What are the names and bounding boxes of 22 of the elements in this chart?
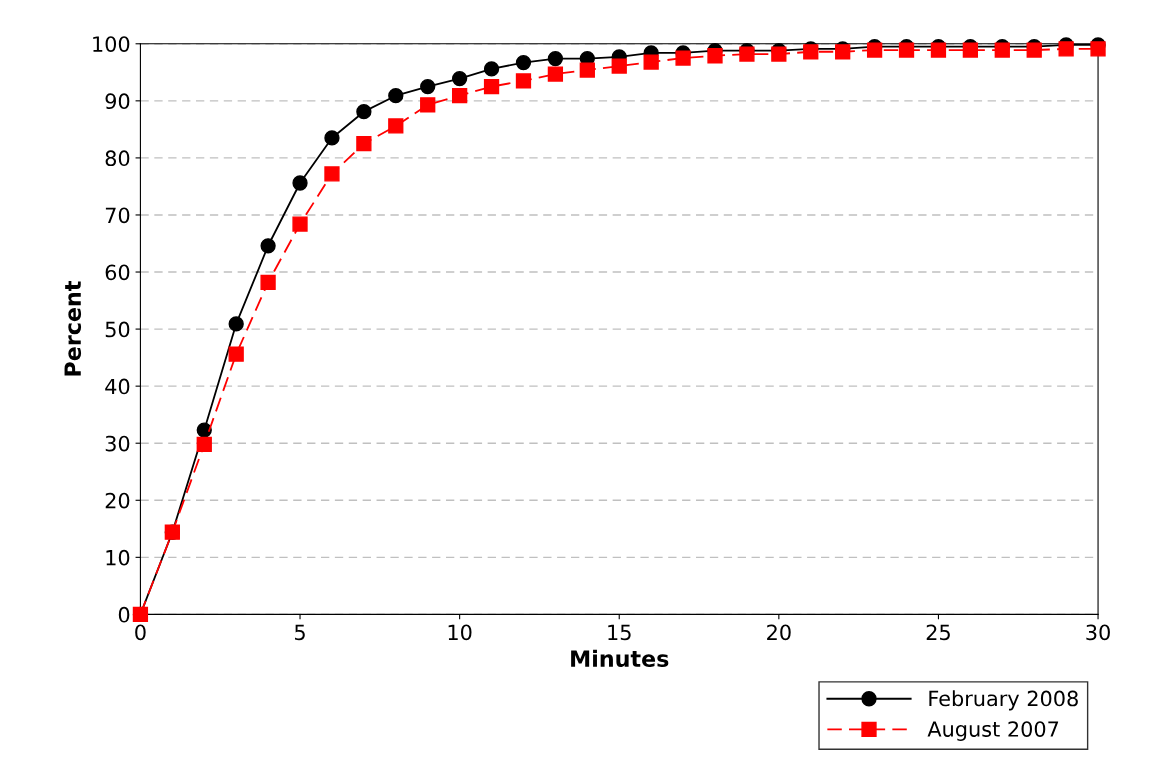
x-tick-label: 15 (608, 624, 631, 641)
y-axis-title: Percent (64, 281, 82, 376)
y-tick-label: 70 (105, 207, 130, 224)
y-tick-label: 30 (105, 435, 130, 452)
y-tick-label: 10 (106, 549, 130, 566)
x-axis-title: Minutes (571, 649, 669, 668)
legend-label: August 2007 (927, 721, 1059, 741)
x-tick-label: 25 (926, 624, 950, 641)
y-tick-label: 90 (105, 93, 130, 110)
y-tick-label: 0 (118, 606, 130, 623)
x-tick-label: 30 (1086, 624, 1110, 641)
y-tick-label: 50 (105, 321, 130, 338)
x-tick-label: 0 (135, 624, 146, 641)
y-tick-label: 20 (105, 492, 130, 509)
x-tick-label: 10 (448, 624, 472, 641)
y-tick-label: 80 (105, 150, 130, 167)
y-tick-label: 40 (105, 378, 130, 395)
y-tick-label: 100 (93, 36, 130, 52)
legend-label: February 2008 (929, 690, 1078, 711)
y-tick-label: 60 (105, 264, 130, 281)
x-tick-label: 5 (295, 624, 305, 641)
x-tick-label: 20 (767, 624, 791, 641)
